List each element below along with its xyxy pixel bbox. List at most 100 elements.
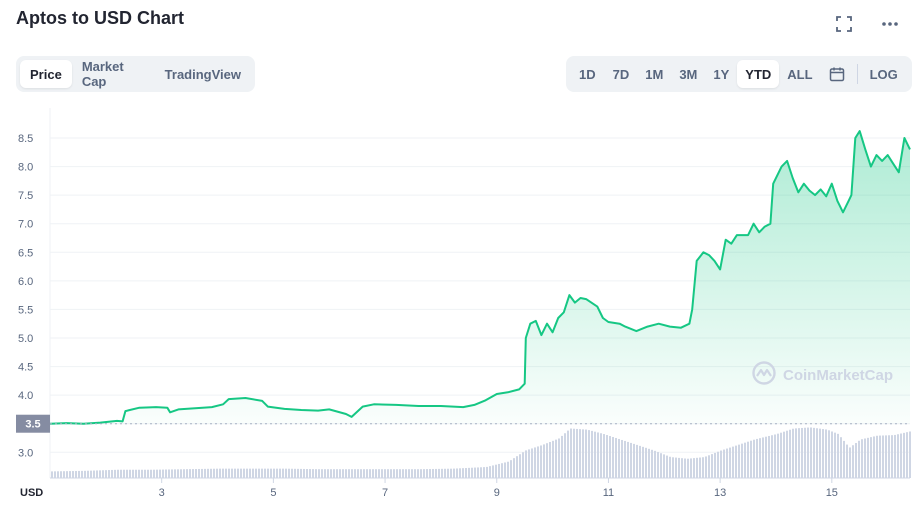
volume-bar — [873, 436, 875, 478]
volume-bar — [414, 469, 416, 478]
volume-bar — [465, 468, 467, 478]
volume-bar — [264, 468, 266, 478]
volume-bar — [129, 469, 131, 478]
volume-bar — [501, 463, 503, 478]
volume-bar — [405, 469, 407, 478]
tab-tradingview[interactable]: TradingView — [164, 66, 241, 82]
volume-bar — [90, 470, 92, 478]
volume-bar — [372, 469, 374, 478]
volume-bar — [600, 433, 602, 478]
volume-bar — [234, 468, 236, 478]
volume-bar — [762, 437, 764, 478]
volume-bar — [261, 468, 263, 478]
more-horizontal-icon[interactable] — [880, 14, 900, 34]
y-tick-label: 8.0 — [18, 162, 33, 174]
volume-bar — [444, 468, 446, 478]
range-3m[interactable]: 3M — [679, 66, 698, 82]
range-1d[interactable]: 1D — [579, 66, 596, 82]
volume-bar — [594, 431, 596, 478]
volume-bar — [537, 446, 539, 478]
volume-bar — [210, 468, 212, 478]
range-1m[interactable]: 1M — [645, 66, 664, 82]
volume-bar — [351, 469, 353, 478]
volume-bar — [567, 430, 569, 478]
volume-bar — [516, 456, 518, 478]
range-all[interactable]: ALL — [787, 66, 813, 82]
volume-bar — [243, 468, 245, 478]
volume-bar — [660, 453, 662, 478]
volume-bar — [585, 429, 587, 478]
volume-bar — [192, 469, 194, 478]
log-scale-button[interactable]: LOG — [869, 66, 898, 82]
volume-bar — [825, 429, 827, 478]
volume-bar — [189, 469, 191, 478]
volume-bar — [834, 432, 836, 478]
volume-bar — [219, 468, 221, 478]
volume-bar — [732, 446, 734, 478]
divider — [856, 64, 858, 84]
volume-bar — [69, 471, 71, 478]
volume-bar — [483, 467, 485, 478]
volume-bar — [777, 433, 779, 478]
volume-bar — [342, 469, 344, 478]
volume-bar — [723, 449, 725, 478]
volume-bar — [540, 445, 542, 478]
volume-bar — [387, 469, 389, 478]
price-line — [49, 130, 911, 425]
volume-bar — [831, 431, 833, 478]
volume-bar — [837, 433, 839, 478]
range-7d[interactable]: 7D — [612, 66, 630, 82]
range-ytd[interactable]: YTD — [737, 60, 780, 88]
volume-bar — [504, 462, 506, 478]
volume-bar — [435, 468, 437, 478]
expand-icon[interactable] — [834, 14, 854, 34]
volume-bar — [612, 437, 614, 478]
volume-bar — [570, 428, 572, 478]
volume-bar — [393, 469, 395, 478]
volume-bar — [225, 468, 227, 478]
volume-bar — [627, 441, 629, 478]
volume-bar — [282, 468, 284, 478]
volume-bar — [171, 469, 173, 478]
volume-bar — [657, 452, 659, 478]
volume-bar — [120, 469, 122, 478]
y-tick-label: 4.0 — [18, 390, 33, 402]
volume-bar — [687, 458, 689, 478]
volume-bar — [765, 436, 767, 478]
volume-bar — [747, 441, 749, 478]
y-tick-label: 6.5 — [18, 247, 33, 259]
volume-bar — [195, 469, 197, 478]
volume-bar — [357, 469, 359, 478]
volume-bar — [846, 444, 848, 478]
currency-label: USD — [20, 487, 43, 499]
volume-bar — [816, 428, 818, 478]
volume-bar — [375, 469, 377, 478]
volume-bar — [867, 437, 869, 478]
volume-bar — [297, 468, 299, 478]
calendar-icon[interactable] — [821, 60, 853, 88]
tab-price[interactable]: Price — [20, 60, 72, 88]
volume-bar — [897, 434, 899, 478]
tab-market-cap[interactable]: Market Cap — [81, 59, 124, 89]
range-1y[interactable]: 1Y — [713, 66, 730, 82]
volume-bar — [645, 447, 647, 478]
volume-bar — [345, 469, 347, 478]
y-tick-label: 5.5 — [18, 304, 33, 316]
volume-bar — [492, 465, 494, 478]
volume-bar — [672, 457, 674, 478]
volume-bar — [315, 469, 317, 478]
volume-bar — [624, 440, 626, 478]
volume-bar — [402, 469, 404, 478]
volume-bar — [159, 469, 161, 478]
volume-bar — [663, 454, 665, 478]
volume-bar — [174, 469, 176, 478]
volume-bar — [684, 458, 686, 478]
volume-bar — [288, 468, 290, 478]
volume-bar — [102, 470, 104, 478]
volume-bar — [591, 430, 593, 478]
volume-bar — [438, 468, 440, 478]
volume-bar — [552, 440, 554, 478]
volume-bar — [252, 468, 254, 478]
volume-bar — [147, 469, 149, 478]
volume-bar — [354, 469, 356, 478]
